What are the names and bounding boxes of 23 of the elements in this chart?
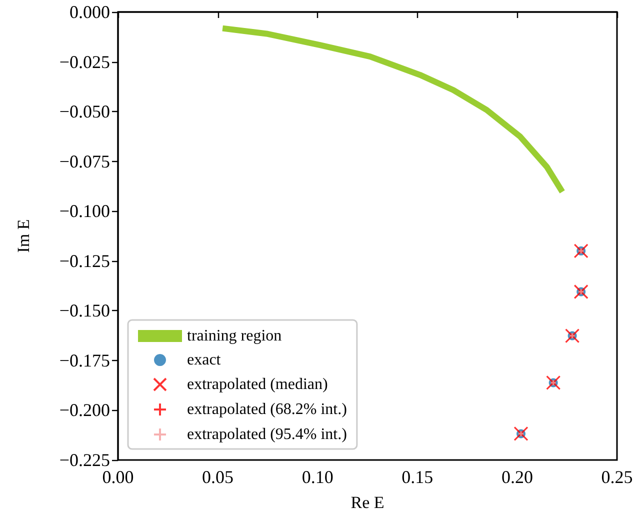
y-tick-label: −0.075 bbox=[59, 151, 110, 172]
x-axis-title: Re E bbox=[350, 493, 384, 512]
legend-label: extrapolated (95.4% int.) bbox=[187, 426, 347, 443]
x-tick-label: 0.00 bbox=[102, 467, 134, 487]
y-tick-label: −0.200 bbox=[59, 400, 110, 420]
legend-label: exact bbox=[187, 352, 222, 368]
legend-label: training region bbox=[187, 328, 282, 344]
x-tick-label: 0.10 bbox=[302, 467, 334, 487]
legend-label: extrapolated (median) bbox=[187, 376, 328, 393]
y-tick-label: −0.150 bbox=[59, 300, 110, 321]
y-tick-label: −0.175 bbox=[59, 350, 110, 370]
y-tick-label: −0.225 bbox=[59, 450, 110, 470]
x-tick-label: 0.05 bbox=[202, 467, 234, 487]
y-tick-label: −0.050 bbox=[59, 102, 110, 122]
y-tick-label: −0.100 bbox=[59, 201, 110, 222]
y-axis-title: Im E bbox=[14, 219, 33, 253]
x-tick-label: 0.25 bbox=[601, 467, 633, 487]
x-tick-label: 0.20 bbox=[501, 467, 533, 487]
y-tick-label: 0.000 bbox=[70, 2, 110, 22]
y-tick-label: −0.025 bbox=[59, 52, 110, 72]
legend-label: extrapolated (68.2% int.) bbox=[187, 401, 347, 418]
x-tick-label: 0.15 bbox=[402, 467, 434, 487]
y-tick-label: −0.125 bbox=[59, 250, 110, 271]
